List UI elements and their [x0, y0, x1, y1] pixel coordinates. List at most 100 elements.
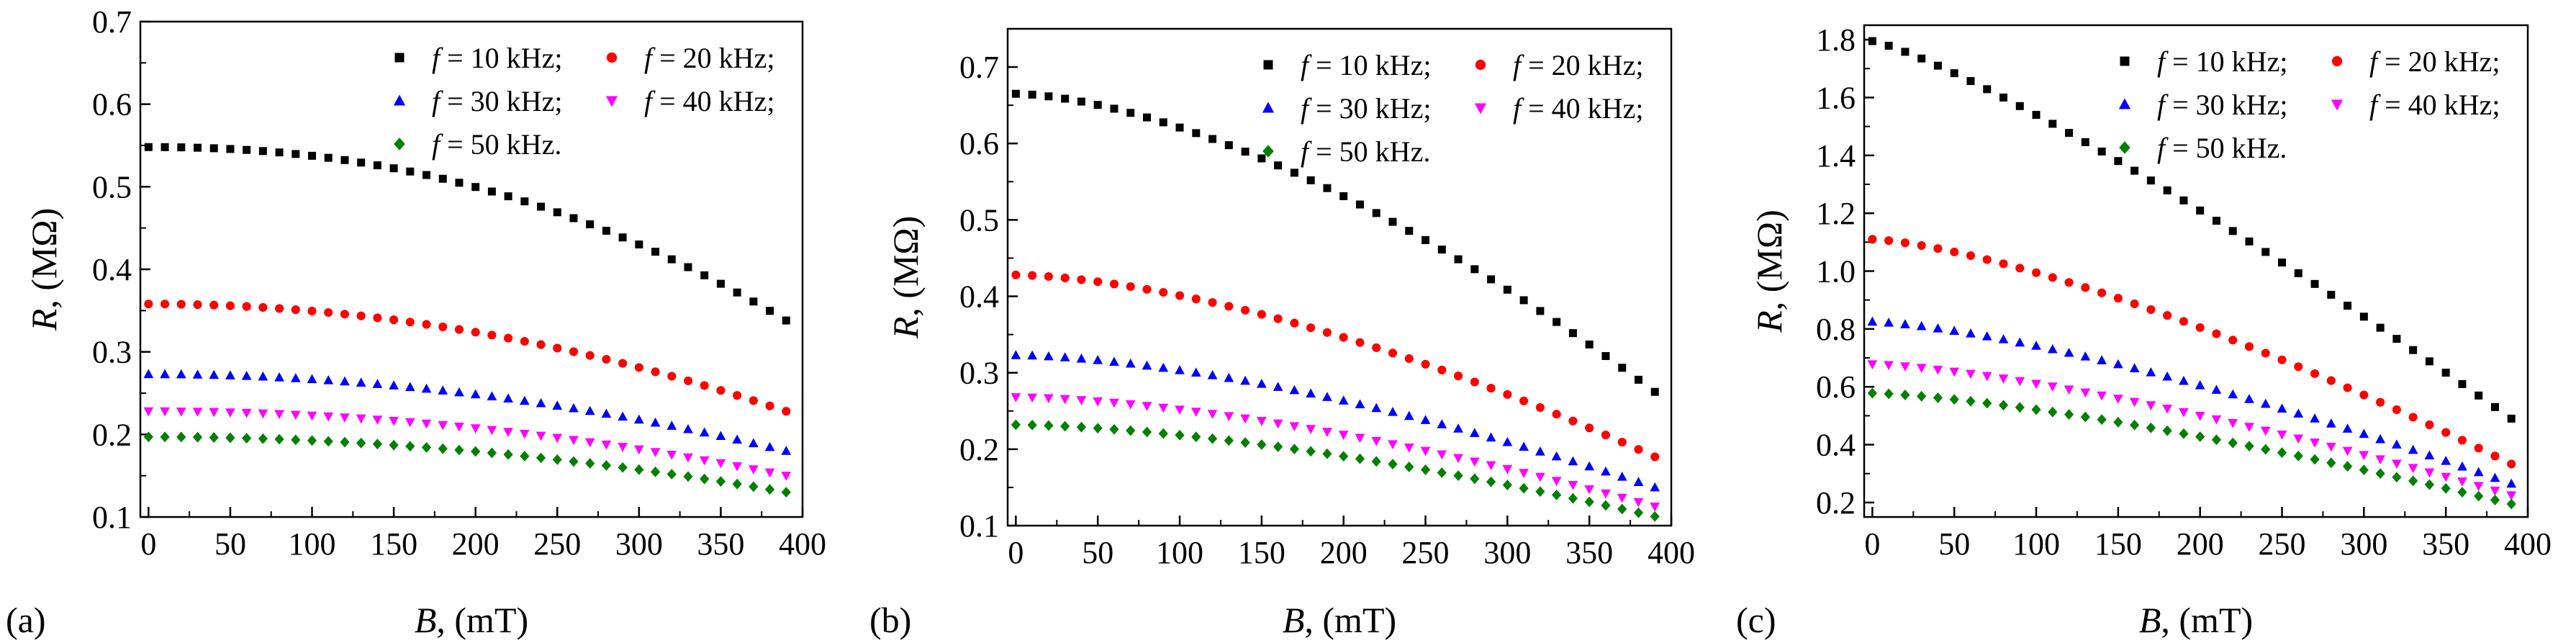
data-point	[1290, 318, 1299, 328]
data-point	[1519, 441, 1529, 451]
data-point	[650, 466, 661, 477]
data-point	[2359, 464, 2369, 476]
x-tick-label: 400	[2504, 526, 2552, 562]
data-point	[1900, 362, 1910, 372]
data-point	[176, 369, 186, 379]
data-point	[144, 143, 153, 151]
series-f30	[1867, 316, 2517, 488]
data-point	[1437, 246, 1446, 254]
data-point	[1371, 456, 1381, 467]
data-point	[1289, 422, 1300, 432]
data-point	[1289, 444, 1299, 455]
data-point	[1240, 414, 1250, 424]
data-point	[160, 407, 170, 417]
data-point	[2211, 385, 2222, 394]
data-point	[1453, 423, 1463, 433]
data-point	[455, 179, 464, 187]
legend-label: f = 30 kHz;	[1301, 92, 1431, 125]
data-point	[2294, 362, 2303, 372]
data-point	[1916, 320, 1927, 331]
data-point	[1552, 489, 1562, 500]
data-point	[1584, 485, 1595, 495]
data-point	[716, 386, 726, 395]
data-point	[553, 208, 561, 217]
data-point	[536, 340, 546, 349]
data-point	[274, 372, 284, 382]
data-point	[406, 167, 415, 176]
data-point	[1884, 42, 1893, 50]
data-point	[2441, 482, 2451, 494]
data-point	[2179, 408, 2189, 418]
data-point	[1257, 310, 1266, 319]
data-point	[618, 411, 628, 421]
data-point	[2015, 102, 2024, 110]
data-point	[161, 143, 169, 151]
data-point	[1388, 459, 1398, 470]
data-point	[2015, 377, 2025, 387]
x-tick-label: 300	[1483, 535, 1531, 570]
x-tick-label: 50	[1082, 535, 1113, 570]
data-point	[2244, 342, 2254, 351]
data-point	[1028, 90, 1036, 99]
data-point	[519, 395, 530, 405]
y-tick-label: 1.4	[1816, 138, 1856, 174]
data-point	[2195, 379, 2205, 390]
legend-marker	[2331, 99, 2344, 111]
data-point	[307, 411, 317, 421]
data-point	[1585, 423, 1594, 433]
legend-marker	[2331, 55, 2343, 67]
data-point	[2474, 490, 2484, 502]
data-point	[209, 408, 220, 418]
data-point	[1617, 471, 1627, 481]
data-point	[651, 367, 660, 377]
data-point	[2162, 371, 2173, 381]
x-axis-title: B, (mT)	[415, 600, 528, 640]
data-point	[1322, 392, 1332, 401]
data-point	[1027, 393, 1038, 403]
data-point	[733, 391, 742, 400]
data-point	[1536, 307, 1545, 315]
legend-marker	[394, 138, 405, 150]
legend-label: f = 40 kHz;	[1513, 92, 1643, 125]
data-point	[1093, 101, 1102, 109]
y-tick-label: 1.0	[1816, 254, 1856, 289]
data-point	[438, 421, 448, 431]
data-point	[2424, 468, 2435, 478]
y-tick-label: 0.8	[1816, 312, 1856, 347]
data-point	[1884, 388, 1894, 400]
data-point	[2375, 433, 2385, 444]
series-f30	[143, 369, 792, 455]
data-point	[2260, 398, 2271, 408]
data-point	[764, 484, 775, 495]
data-point	[2031, 379, 2041, 390]
data-point	[1388, 349, 1398, 358]
data-point	[1190, 367, 1201, 377]
data-point	[2080, 411, 2090, 423]
data-point	[1208, 135, 1217, 143]
y-tick-label: 0.7	[959, 50, 999, 85]
x-tick-label: 50	[214, 526, 246, 562]
data-point	[764, 468, 775, 478]
data-point	[356, 414, 366, 424]
data-point	[1900, 319, 1910, 328]
data-point	[1503, 390, 1512, 399]
data-point	[2196, 206, 2205, 215]
data-point	[683, 453, 693, 463]
legend-marker	[394, 53, 405, 63]
data-point	[1208, 298, 1217, 307]
data-point	[1633, 498, 1644, 508]
data-point	[1028, 271, 1037, 280]
data-point	[700, 473, 710, 485]
data-point	[438, 385, 448, 395]
data-point	[389, 380, 399, 390]
data-point	[1585, 340, 1594, 349]
data-point	[1027, 419, 1037, 431]
data-point	[405, 318, 415, 327]
x-tick-label: 250	[1402, 535, 1450, 570]
data-point	[1175, 123, 1184, 132]
legend-marker	[1262, 102, 1275, 113]
data-point	[2277, 431, 2287, 440]
data-point	[2490, 451, 2500, 461]
data-point	[748, 465, 759, 475]
data-point	[2293, 434, 2304, 444]
